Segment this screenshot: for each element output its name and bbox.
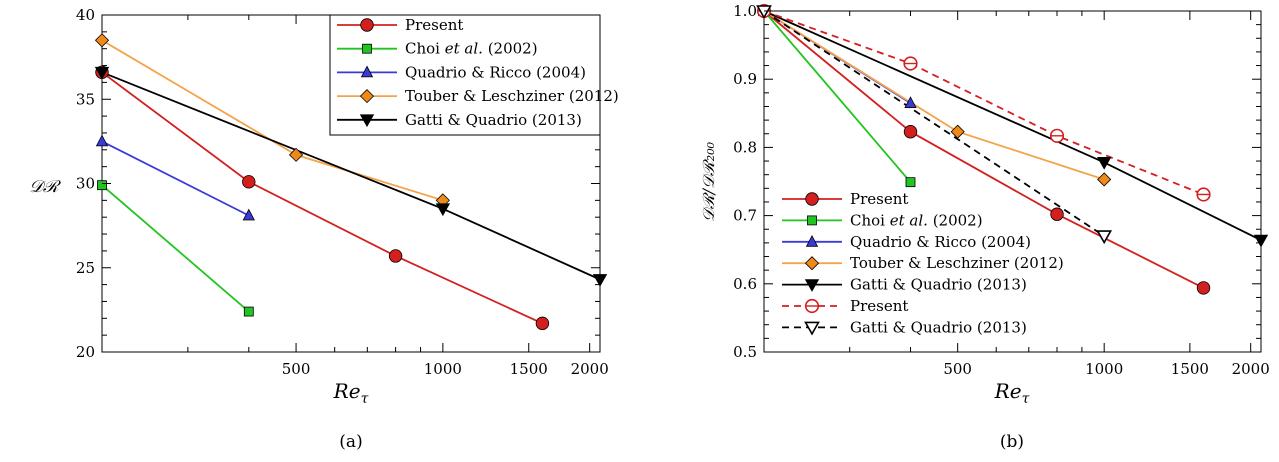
pb-y-tick-label: 1.0 <box>733 2 757 20</box>
pa-series-line-1-choi-et-al-2002 <box>101 184 250 313</box>
panel-b-ylabel: 𝒟ℛ/𝒟ℛ₂₀₀ <box>699 141 718 222</box>
pa-legend-marker-1 <box>362 43 372 54</box>
pb-y-tick-label: 0.6 <box>733 275 757 293</box>
panel-b-xlabel-main: Re <box>994 379 1022 403</box>
panel-b-chart: 500 1000 1500 2000 0.5 0.6 0.7 0.8 0.9 1.0 𝒟ℛ/𝒟ℛ₂… <box>699 2 1270 452</box>
pa-legend-marker-4 <box>359 114 375 128</box>
pb-point-6-gatti-quadrio-2013 <box>756 5 772 20</box>
pb-x-tick-label: 2000 <box>1232 360 1270 378</box>
panel-b-legend: Present Choi et al. (2002) Quadrio & Ricco… <box>782 190 1064 336</box>
pb-legend-label-5: Present <box>850 297 908 315</box>
pb-legend-marker-1 <box>807 215 817 226</box>
pb-legend-marker-0 <box>805 192 819 206</box>
pa-point-4-gatti-quadrio-2013 <box>435 203 451 217</box>
pb-series-line-5-present <box>763 10 1204 196</box>
pb-series-line-0-present <box>763 10 1204 289</box>
pb-y-tick-label: 0.7 <box>733 207 757 225</box>
pb-point-3-touber-leschziner-2012 <box>1097 172 1112 187</box>
pa-legend-marker-0 <box>360 18 374 32</box>
panel-a-xlabel-main: Re <box>333 379 361 403</box>
pa-legend-marker-3 <box>359 89 375 104</box>
panel-a-ylabel: 𝒟ℛ <box>29 177 62 197</box>
pa-point-4-gatti-quadrio-2013 <box>592 274 608 287</box>
pb-y-tick-label: 0.9 <box>733 70 757 88</box>
pb-x-tick-label: 1000 <box>1085 360 1123 378</box>
panel-b-xlabel-sub: τ <box>1022 391 1030 407</box>
pb-legend-label-2: Quadrio & Ricco (2004) <box>850 233 1031 251</box>
pa-point-3-touber-leschziner-2012 <box>288 147 304 162</box>
pb-legend-marker-2 <box>805 234 819 247</box>
pa-point-4-gatti-quadrio-2013 <box>94 66 110 80</box>
panel-a-legend: Present Choi et al. (2002) Quadrio & Ricco… <box>329 14 619 136</box>
pa-y-tick-label: 30 <box>76 175 95 193</box>
pb-point-1-choi-et-al-2002 <box>905 177 916 188</box>
pb-series-line-3-touber-leschziner-2012 <box>763 10 1105 181</box>
pb-y-tick-label: 0.8 <box>733 138 757 156</box>
panel-a-xlabel: Reτ <box>333 379 369 407</box>
pb-legend-label-0: Present <box>850 190 908 208</box>
pa-y-tick-label: 20 <box>76 343 95 361</box>
pb-series-line-1-choi-et-al-2002 <box>763 10 912 183</box>
pa-x-tick-label: 2000 <box>571 360 609 378</box>
pa-point-2-quadrio-ricco-2004 <box>95 134 109 147</box>
pa-legend-label-1: Choi et al. (2002) <box>405 40 538 58</box>
panel-a-legend-box <box>329 14 601 136</box>
panel-a-label: (a) <box>339 432 362 452</box>
pa-legend-label-0: Present <box>405 16 463 34</box>
pa-series-line-2-quadrio-ricco-2004 <box>101 140 250 217</box>
pa-series-line-0-present <box>101 71 543 325</box>
pa-x-tick-label: 1500 <box>510 360 548 378</box>
pa-point-1-choi-et-al-2002 <box>97 180 107 191</box>
panel-b-plot-frame <box>763 10 1262 353</box>
pa-legend-marker-2 <box>360 65 374 78</box>
panel-a-xlabel-sub: τ <box>361 391 369 407</box>
pb-legend-label-3: Touber & Leschziner (2012) <box>850 254 1064 272</box>
pa-point-3-touber-leschziner-2012 <box>94 33 110 48</box>
pb-legend-marker-6 <box>804 321 820 336</box>
pa-y-tick-label: 25 <box>76 259 95 277</box>
pb-point-3-touber-leschziner-2012 <box>950 124 965 139</box>
pa-point-0-present <box>388 249 403 263</box>
pa-point-0-present <box>535 316 550 331</box>
pa-legend-label-4: Gatti & Quadrio (2013) <box>405 111 582 129</box>
pa-x-tick-label: 1000 <box>424 360 462 378</box>
pb-point-2-quadrio-ricco-2004 <box>904 96 917 108</box>
pb-y-tick-label: 0.5 <box>733 343 757 361</box>
pb-point-0-present <box>1196 281 1211 295</box>
pa-x-tick-label: 500 <box>282 360 311 378</box>
pb-legend-label-4: Gatti & Quadrio (2013) <box>850 276 1027 294</box>
pb-legend-marker-4 <box>804 279 820 292</box>
pa-y-tick-label: 40 <box>76 6 95 24</box>
pb-point-0-present <box>1050 207 1064 221</box>
pa-point-2-quadrio-ricco-2004 <box>242 208 255 221</box>
pb-series-line-6-gatti-quadrio-2013 <box>763 10 1105 237</box>
pa-legend-label-3: Touber & Leschziner (2012) <box>405 87 619 105</box>
panel-a-chart: 500 1000 1500 2000 20 25 30 35 40 𝒟ℛ Reτ (a) Pre… <box>29 6 618 452</box>
pb-legend-label-6: Gatti & Quadrio (2013) <box>850 318 1027 336</box>
pa-y-tick-label: 35 <box>76 90 95 108</box>
pb-legend-label-1: Choi et al. (2002) <box>850 211 983 229</box>
pb-x-tick-label: 1500 <box>1171 360 1209 378</box>
pb-point-4-gatti-quadrio-2013 <box>1253 234 1269 248</box>
pa-legend-label-2: Quadrio & Ricco (2004) <box>405 63 586 81</box>
pb-x-tick-label: 500 <box>943 360 972 378</box>
pb-point-4-gatti-quadrio-2013 <box>1096 157 1112 170</box>
pb-point-0-present <box>903 125 918 139</box>
panel-b-xlabel: Reτ <box>994 379 1030 407</box>
pa-point-1-choi-et-al-2002 <box>243 306 254 317</box>
pb-point-6-gatti-quadrio-2013 <box>1096 230 1113 245</box>
pb-series-line-4-gatti-quadrio-2013 <box>763 10 1262 242</box>
pa-point-0-present <box>242 175 256 189</box>
panel-b-label: (b) <box>1000 432 1024 452</box>
pb-legend-marker-3 <box>804 256 820 271</box>
